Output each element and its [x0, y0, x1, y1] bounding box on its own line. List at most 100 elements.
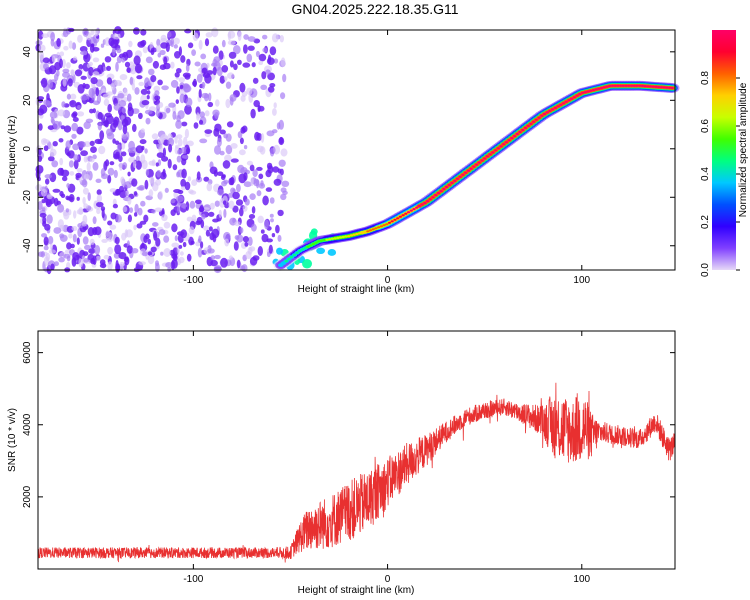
heatmap-noise-cell: [282, 73, 287, 83]
heatmap-noise-cell: [73, 159, 79, 170]
heatmap-noise-cell: [155, 262, 160, 272]
heatmap-noise-cell: [59, 58, 63, 69]
heatmap-noise-cell: [73, 154, 79, 161]
heatmap-noise-cell: [112, 203, 118, 209]
snr-y-axis-label: SNR (10 * v/v): [7, 408, 18, 472]
heatmap-noise-cell: [223, 208, 227, 218]
heatmap-noise-cell: [45, 252, 51, 262]
heatmap-noise-cell: [107, 103, 112, 113]
heatmap-noise-cell: [246, 87, 253, 96]
heatmap-noise-cell: [179, 93, 185, 104]
heatmap-noise-cell: [155, 237, 161, 247]
heatmap-noise-cell: [142, 46, 148, 54]
heatmap-noise-cell: [68, 40, 73, 49]
heatmap-ridge-cell: [347, 235, 351, 238]
heatmap-noise-cell: [184, 74, 191, 80]
heatmap-noise-cell: [157, 137, 165, 145]
heatmap-noise-cell: [185, 97, 193, 107]
heatmap-ridge-cell: [659, 86, 664, 89]
heatmap-noise-cell: [216, 137, 222, 147]
heatmap-noise-cell: [170, 198, 176, 204]
heatmap-noise-cell: [157, 79, 163, 86]
heatmap-noise-cell: [210, 255, 216, 261]
heatmap-noise-cell: [178, 244, 183, 249]
heatmap-noise-cell: [200, 53, 207, 60]
heatmap-noise-cell: [82, 236, 89, 245]
heatmap-noise-cell: [163, 221, 171, 229]
heatmap-y-tick-label: 40: [22, 46, 33, 58]
heatmap-noise-cell: [134, 63, 143, 74]
heatmap-noise-cell: [278, 159, 286, 167]
heatmap-noise-cell: [104, 112, 113, 118]
heatmap-ridge-cell: [668, 86, 672, 89]
heatmap-noise-cell: [40, 77, 48, 88]
heatmap-noise-cell: [133, 27, 140, 35]
heatmap-noise-cell: [62, 68, 70, 74]
heatmap-noise-cell: [272, 144, 281, 155]
heatmap-noise-cell: [233, 45, 241, 55]
heatmap-noise-cell: [47, 79, 53, 89]
heatmap-noise-cell: [187, 176, 192, 182]
heatmap-noise-cell: [150, 75, 157, 83]
heatmap-noise-cell: [208, 211, 215, 217]
heatmap-noise-cell: [107, 220, 113, 226]
heatmap-y-tick-label: 20: [22, 94, 33, 106]
heatmap-noise-cell: [90, 146, 97, 154]
heatmap-noise-cell: [125, 49, 133, 59]
heatmap-noise-cell: [106, 77, 112, 85]
heatmap-ridge-cell: [485, 155, 489, 158]
heatmap-noise-cell: [233, 241, 239, 251]
heatmap-ridge-cell: [330, 237, 334, 240]
heatmap-ridge-cell: [572, 96, 577, 99]
heatmap-noise-cell: [246, 160, 253, 166]
heatmap-noise-cell: [43, 145, 49, 152]
heatmap-noise-cell: [176, 134, 183, 140]
heatmap-noise-cell: [205, 229, 210, 237]
colorbar-tick-label: 0.4: [700, 167, 711, 181]
heatmap-noise-cell: [139, 220, 147, 225]
heatmap-noise-cell: [105, 230, 110, 238]
heatmap-noise-cell: [134, 203, 139, 214]
heatmap-noise-cell: [252, 77, 259, 84]
heatmap-noise-cell: [220, 257, 228, 268]
heatmap-noise-cell: [242, 62, 251, 68]
snr-panel: -100 0 100 2000 4000 6000 Height of straight…: [7, 330, 676, 596]
colorbar-tick-label: 0.2: [700, 215, 711, 229]
heatmap-noise-cell: [225, 133, 232, 142]
heatmap-ridge-cell: [390, 220, 394, 223]
heatmap-frame: [37, 29, 676, 271]
heatmap-noise-cell: [53, 227, 62, 234]
heatmap-ridge-cell: [428, 198, 432, 201]
heatmap-x-tick-label: 100: [573, 275, 590, 286]
heatmap-ridge-cell: [398, 215, 402, 218]
heatmap-noise-cell: [272, 166, 280, 173]
heatmap-ridge-cell: [583, 91, 587, 94]
heatmap-noise-cell: [191, 179, 198, 186]
heatmap-noise-cell: [112, 46, 116, 57]
heatmap-ridge-cell: [415, 206, 419, 209]
heatmap-noise-cell: [97, 111, 103, 120]
heatmap-noise-cell: [71, 42, 77, 50]
heatmap-noise-cell: [167, 158, 172, 169]
heatmap-noise-cell: [280, 193, 287, 201]
heatmap-noise-cell: [177, 138, 183, 147]
heatmap-noise-cell: [280, 57, 286, 67]
heatmap-noise-cell: [99, 130, 105, 141]
heatmap-ridge-cell: [322, 239, 326, 242]
heatmap-noise-cell: [133, 191, 138, 196]
heatmap-noise-cell: [273, 178, 282, 186]
heatmap-ridge-cell: [556, 105, 560, 108]
heatmap-noise-cell: [203, 225, 210, 231]
heatmap-noise-cell: [97, 64, 104, 75]
heatmap-noise-cell: [50, 38, 55, 47]
heatmap-ridge-cell: [499, 145, 503, 148]
heatmap-noise-cell: [78, 64, 84, 70]
heatmap-noise-cell: [247, 236, 253, 246]
heatmap-noise-cell: [239, 227, 244, 234]
heatmap-noise-cell: [35, 184, 43, 192]
heatmap-noise-cell: [158, 229, 166, 236]
heatmap-noise-cell: [262, 195, 269, 206]
heatmap-noise-cell: [189, 190, 197, 195]
heatmap-noise-cell: [140, 29, 147, 36]
heatmap-noise-cell: [65, 208, 69, 213]
